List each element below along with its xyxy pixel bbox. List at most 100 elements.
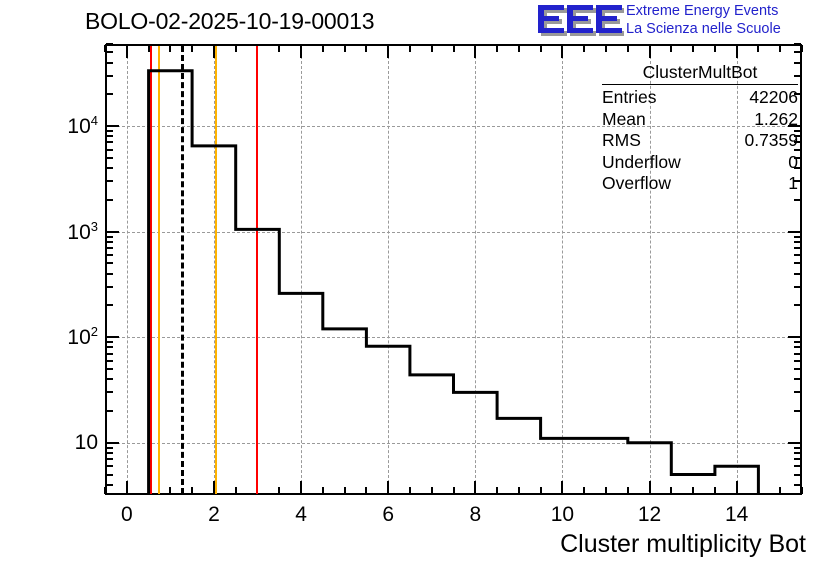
x-tick-major xyxy=(387,481,390,494)
stats-row-value: 1.262 xyxy=(754,108,798,129)
y-tick-minor xyxy=(106,378,113,381)
y-tick-minor xyxy=(106,51,113,54)
x-tick-minor-top xyxy=(365,45,368,52)
x-tick-major-top xyxy=(300,45,303,58)
x-tick-major xyxy=(474,481,477,494)
x-tick-minor xyxy=(670,487,673,494)
x-tick-label: 10 xyxy=(550,503,575,526)
stats-row: RMS 0.7359 xyxy=(596,130,804,152)
x-tick-minor xyxy=(169,487,172,494)
stats-row: Underflow 0 xyxy=(596,152,804,174)
x-tick-minor-top xyxy=(169,45,172,52)
x-axis-title: Cluster multiplicity Bot xyxy=(560,530,806,558)
x-tick-major-top xyxy=(125,45,128,58)
stats-row-value: 42206 xyxy=(749,87,798,107)
x-tick-minor xyxy=(713,487,716,494)
y-tick-minor xyxy=(106,156,113,159)
x-tick-minor xyxy=(692,487,695,494)
y-tick-major xyxy=(106,336,119,339)
y-tick-minor-right xyxy=(794,43,801,45)
stats-box-title: ClusterMultBot xyxy=(602,62,798,85)
stats-row: Overflow 1 xyxy=(596,173,804,195)
grid-line-vertical xyxy=(126,46,128,493)
y-tick-major-right xyxy=(788,336,801,339)
x-tick-minor-top xyxy=(670,45,673,52)
y-tick-minor-right xyxy=(794,254,801,257)
x-tick-minor-top xyxy=(147,45,150,52)
y-tick-minor xyxy=(106,483,113,486)
y-tick-minor-right xyxy=(794,378,801,381)
x-tick-minor-top xyxy=(583,45,586,52)
grid-line-vertical xyxy=(301,46,303,493)
x-tick-minor xyxy=(234,487,237,494)
y-tick-minor-right xyxy=(794,247,801,250)
stats-row: Entries 42206 xyxy=(596,87,804,109)
x-tick-minor-top xyxy=(517,45,520,52)
y-tick-minor-right xyxy=(794,359,801,362)
y-tick-minor-right xyxy=(794,51,801,54)
x-tick-minor-top xyxy=(191,45,194,52)
y-tick-minor-right xyxy=(794,367,801,370)
x-tick-label: 4 xyxy=(295,503,307,526)
y-tick-minor-right xyxy=(794,341,801,344)
eee-logo: Extreme Energy Events La Scienza nelle S… xyxy=(536,2,836,42)
x-tick-minor-top xyxy=(496,45,499,52)
x-tick-minor-top xyxy=(779,45,782,52)
grid-line-horizontal xyxy=(107,231,800,233)
y-tick-minor-right xyxy=(794,285,801,288)
y-tick-minor xyxy=(106,254,113,257)
x-tick-minor-top xyxy=(278,45,281,52)
x-tick-major-top xyxy=(212,45,215,58)
y-tick-minor xyxy=(106,359,113,362)
x-tick-label: 14 xyxy=(724,503,749,526)
stats-row-value: 0.7359 xyxy=(744,130,798,150)
y-tick-minor xyxy=(106,148,113,151)
y-tick-minor-right xyxy=(794,391,801,394)
y-tick-minor-right xyxy=(794,451,801,454)
y-tick-minor xyxy=(106,61,113,64)
y-tick-minor-right xyxy=(794,240,801,243)
y-tick-minor xyxy=(106,93,113,96)
x-tick-major xyxy=(125,481,128,494)
x-tick-minor xyxy=(278,487,281,494)
y-tick-minor xyxy=(106,285,113,288)
x-tick-major xyxy=(561,481,564,494)
x-tick-minor-top xyxy=(430,45,433,52)
y-tick-major-right xyxy=(788,441,801,444)
grid-line-vertical xyxy=(649,46,651,493)
y-tick-minor xyxy=(106,409,113,412)
x-tick-minor-top xyxy=(104,45,106,52)
y-tick-minor-right xyxy=(794,473,801,476)
y-tick-minor xyxy=(106,446,113,449)
y-tick-minor-right xyxy=(794,156,801,159)
y-tick-minor-right xyxy=(794,446,801,449)
y-tick-minor-right xyxy=(794,167,801,170)
x-tick-minor xyxy=(408,487,411,494)
page-title: BOLO-02-2025-10-19-00013 xyxy=(85,8,375,34)
x-tick-minor-top xyxy=(321,45,324,52)
grid-line-vertical xyxy=(736,46,738,493)
stats-box: ClusterMultBot Entries 42206 Mean 1.262 RMS 0… xyxy=(596,62,804,195)
y-tick-major xyxy=(106,441,119,444)
eee-logo-line1: Extreme Energy Events xyxy=(626,3,779,19)
x-tick-major-top xyxy=(474,45,477,58)
x-tick-minor-top xyxy=(757,45,760,52)
y-tick-minor xyxy=(106,304,113,307)
y-tick-major xyxy=(106,230,119,233)
x-tick-minor-top xyxy=(343,45,346,52)
y-tick-minor xyxy=(106,235,113,238)
marker-line-mean-dashed xyxy=(180,46,184,494)
x-tick-minor-top xyxy=(234,45,237,52)
y-tick-minor-right xyxy=(794,235,801,238)
stats-row-label: Mean xyxy=(602,108,646,129)
y-tick-major-right xyxy=(788,230,801,233)
marker-line-orange-low xyxy=(158,46,161,494)
y-tick-minor xyxy=(106,129,113,132)
x-tick-minor xyxy=(365,487,368,494)
y-tick-minor xyxy=(106,458,113,461)
y-tick-minor xyxy=(106,180,113,183)
y-tick-minor xyxy=(106,465,113,468)
x-tick-minor-top xyxy=(452,45,455,52)
